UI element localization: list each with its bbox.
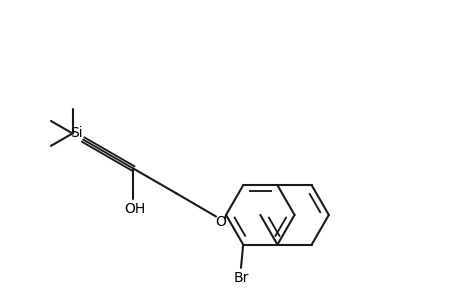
Text: Br: Br [233,271,248,285]
Text: Si: Si [70,126,83,140]
Text: O: O [215,214,226,229]
Text: OH: OH [123,202,145,216]
